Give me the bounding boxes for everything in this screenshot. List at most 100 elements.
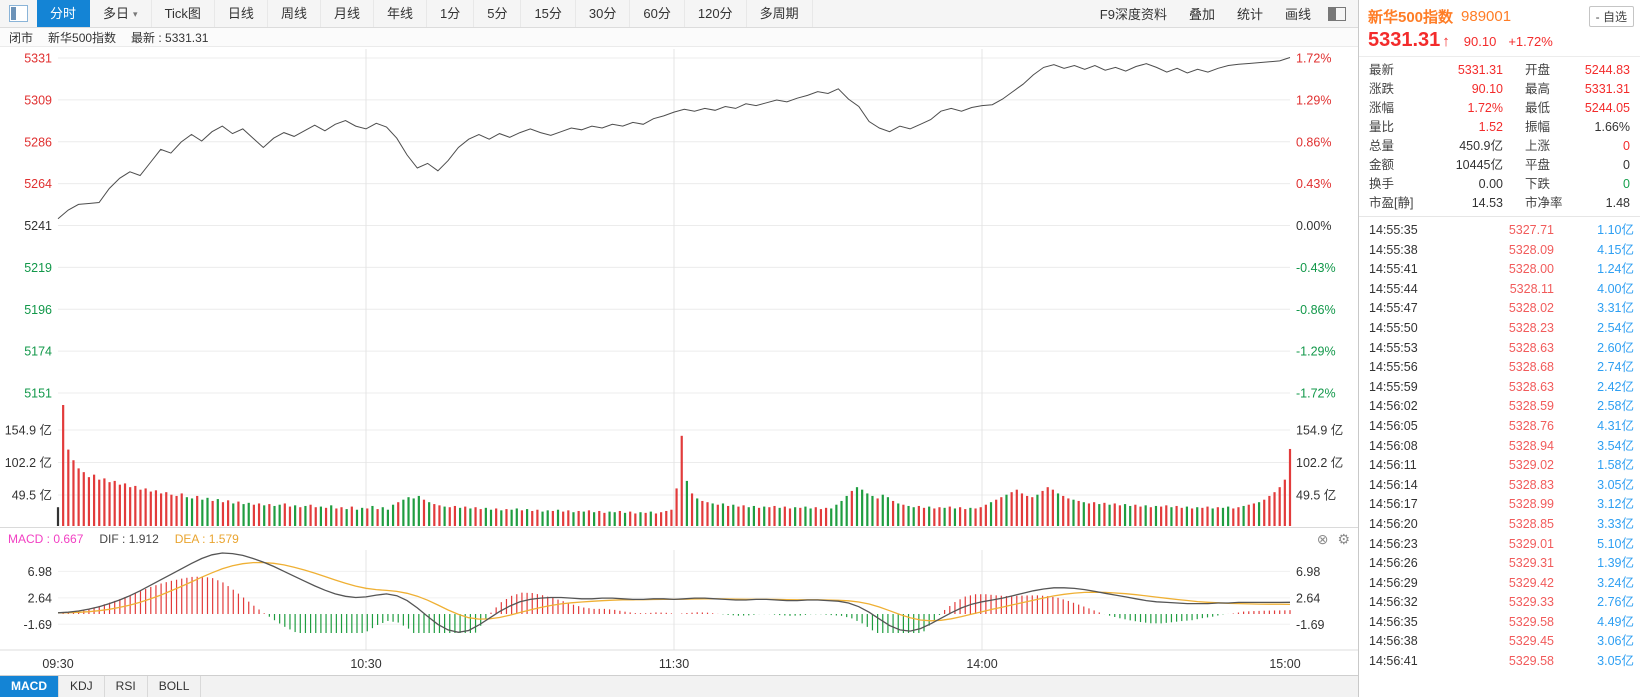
price-axis-label: 5174	[24, 345, 52, 359]
quote-header: 新华500指数 989001 - 自选	[1359, 0, 1640, 27]
toolbar-tab-15分[interactable]: 15分	[521, 0, 576, 27]
indicator-settings-gear-icon[interactable]: ⚙	[1337, 531, 1350, 547]
volume-axis-label: 154.9 亿	[5, 423, 52, 438]
price-change-percent: +1.72%	[1508, 34, 1553, 49]
toolbar-tool-统计[interactable]: 统计	[1236, 7, 1263, 22]
macd-dif-line	[57, 552, 1291, 633]
volume-axis-label: 49.5 亿	[12, 488, 52, 503]
tick-row: 14:56:08 5328.94 3.54亿	[1369, 437, 1634, 457]
toolbar-tab-Tick图[interactable]: Tick图	[152, 0, 215, 27]
tick-price: 5329.01	[1508, 536, 1554, 551]
stat-label: 涨跌	[1369, 82, 1395, 96]
toolbar-tab-分时[interactable]: 分时	[37, 0, 91, 27]
tick-time: 14:56:20	[1369, 516, 1418, 531]
macd-axis-label: 6.98	[1296, 565, 1320, 579]
percent-axis-label: 1.29%	[1296, 93, 1331, 107]
dropdown-caret-icon: ▾	[133, 9, 138, 19]
stat-value: 1.72%	[1467, 101, 1503, 115]
instrument-name: 新华500指数	[48, 30, 117, 45]
watchlist-button[interactable]: - 自选	[1588, 6, 1634, 27]
tick-volume: 4.15亿	[1597, 242, 1634, 257]
stat-label: 开盘	[1525, 63, 1551, 77]
tick-volume: 3.12亿	[1597, 497, 1634, 512]
toolbar-right-tools: F9深度资料 叠加 统计 画线	[1089, 4, 1358, 23]
quote-panel: 新华500指数 989001 - 自选 5331.31 ↑ 90.10 +1.7…	[1358, 0, 1640, 697]
tick-price: 5328.09	[1508, 242, 1554, 257]
tick-volume: 2.74亿	[1597, 360, 1634, 375]
latest-price-label: 最新 : 5331.31	[131, 30, 209, 45]
stat-label: 金额	[1369, 158, 1395, 172]
indicator-tab-KDJ[interactable]: KDJ	[59, 676, 105, 697]
toolbar-tab-60分[interactable]: 60分	[630, 0, 685, 27]
tick-price: 5328.59	[1508, 399, 1554, 414]
macd-axis-label: -1.69	[24, 618, 53, 632]
tick-volume: 1.24亿	[1597, 262, 1634, 277]
toolbar-tool-叠加[interactable]: 叠加	[1188, 7, 1215, 22]
tick-volume: 5.10亿	[1597, 536, 1634, 551]
tick-time: 14:56:23	[1369, 536, 1418, 551]
macd-axis-label: 6.98	[28, 565, 52, 579]
layout-split-icon[interactable]	[9, 5, 28, 22]
tick-time: 14:55:38	[1369, 242, 1418, 257]
toolbar-tab-30分[interactable]: 30分	[576, 0, 631, 27]
macd-axis-label: 2.64	[1296, 591, 1320, 605]
price-axis-label: 5241	[24, 219, 52, 233]
spacer	[1503, 175, 1525, 194]
stat-row: 市盈[静] 14.53 市净率 1.48	[1369, 194, 1630, 213]
toolbar-tab-日线[interactable]: 日线	[215, 0, 268, 27]
tick-time: 14:56:38	[1369, 634, 1418, 649]
tick-time: 14:56:14	[1369, 477, 1418, 492]
pane-layout-icon[interactable]	[1328, 6, 1346, 21]
spacer	[1503, 61, 1525, 80]
indicator-tab-RSI[interactable]: RSI	[105, 676, 148, 697]
tick-time: 14:55:41	[1369, 262, 1418, 277]
tick-row: 14:56:20 5328.85 3.33亿	[1369, 515, 1634, 535]
stat-label: 最低	[1525, 101, 1551, 115]
toolbar-tool-画线[interactable]: 画线	[1284, 7, 1311, 22]
stat-row: 涨跌 90.10 最高 5331.31	[1369, 80, 1630, 99]
toolbar-tool-F9深度资料[interactable]: F9深度资料	[1099, 7, 1167, 22]
tick-row: 14:55:53 5328.63 2.60亿	[1369, 339, 1634, 359]
toolbar-tab-120分[interactable]: 120分	[685, 0, 747, 27]
tick-price: 5329.31	[1508, 556, 1554, 571]
tick-volume: 4.00亿	[1597, 281, 1634, 296]
stat-row: 总量 450.9亿 上涨 0	[1369, 137, 1630, 156]
close-indicator-icon[interactable]: ⊗	[1316, 531, 1329, 547]
tick-price: 5329.02	[1508, 458, 1554, 473]
stat-label: 换手	[1369, 177, 1395, 191]
tick-row: 14:56:05 5328.76 4.31亿	[1369, 417, 1634, 437]
chart-grid	[0, 49, 1358, 651]
tick-time: 14:55:53	[1369, 340, 1418, 355]
indicator-tab-BOLL[interactable]: BOLL	[148, 676, 202, 697]
indicator-tab-MACD[interactable]: MACD	[0, 676, 59, 697]
stat-row: 涨幅 1.72% 最低 5244.05	[1369, 99, 1630, 118]
time-axis-label: 15:00	[1269, 657, 1300, 671]
tick-time: 14:56:41	[1369, 654, 1418, 669]
stat-value: 5244.05	[1584, 101, 1630, 115]
spacer	[1503, 99, 1525, 118]
toolbar-tab-多日[interactable]: 多日 ▾	[90, 0, 152, 27]
toolbar-tab-周线[interactable]: 周线	[268, 0, 321, 27]
tick-volume: 1.10亿	[1597, 223, 1634, 237]
stat-value: 5331.31	[1584, 82, 1630, 96]
stat-value: 0	[1623, 158, 1630, 172]
stat-row: 最新 5331.31 开盘 5244.83	[1369, 61, 1630, 80]
tick-row: 14:56:41 5329.58 3.05亿	[1369, 652, 1634, 672]
tick-volume: 3.31亿	[1597, 301, 1634, 316]
toolbar-tab-月线[interactable]: 月线	[321, 0, 374, 27]
toolbar-tab-5分[interactable]: 5分	[474, 0, 522, 27]
tick-volume: 3.06亿	[1597, 634, 1634, 649]
tick-volume: 3.24亿	[1597, 575, 1634, 590]
volume-axis-label: 102.2 亿	[5, 455, 52, 470]
toolbar-tab-多周期[interactable]: 多周期	[747, 0, 813, 27]
stat-value: 5244.83	[1584, 63, 1630, 77]
toolbar-tab-年线[interactable]: 年线	[374, 0, 427, 27]
tick-volume: 4.49亿	[1597, 614, 1634, 629]
stock-name: 新华500指数	[1368, 9, 1454, 26]
toolbar-tab-1分[interactable]: 1分	[427, 0, 475, 27]
last-price: 5331.31	[1368, 29, 1441, 51]
time-axis-label: 10:30	[350, 657, 381, 671]
stat-label: 平盘	[1525, 158, 1551, 172]
tick-time: 14:55:50	[1369, 320, 1418, 335]
up-arrow-icon: ↑	[1442, 33, 1450, 50]
